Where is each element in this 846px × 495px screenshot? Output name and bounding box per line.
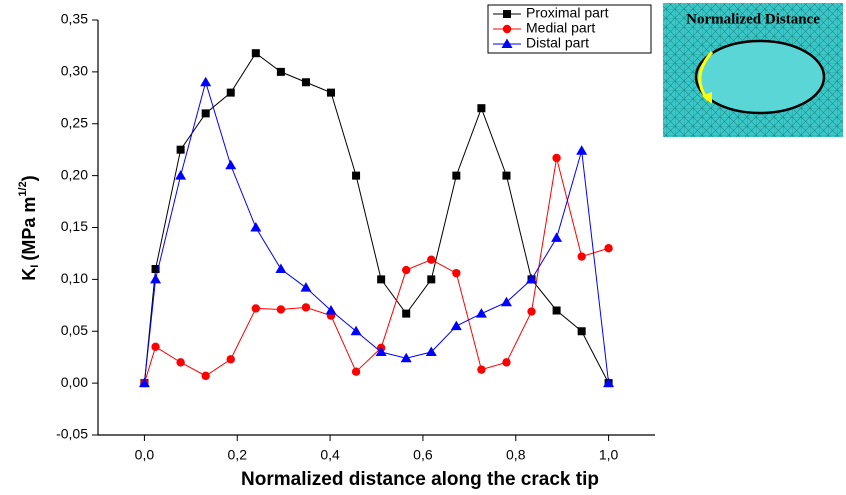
x-tick-label: 0,6 bbox=[413, 447, 433, 463]
series-line bbox=[144, 82, 608, 383]
marker bbox=[352, 172, 360, 180]
y-tick-label: 0,00 bbox=[61, 374, 88, 390]
y-tick-label: 0,20 bbox=[61, 166, 88, 182]
marker bbox=[327, 89, 335, 97]
x-tick-label: 0,8 bbox=[506, 447, 526, 463]
marker bbox=[277, 68, 285, 76]
marker bbox=[576, 145, 587, 155]
marker bbox=[176, 358, 184, 366]
marker bbox=[177, 146, 185, 154]
legend-label: Proximal part bbox=[526, 5, 609, 21]
marker bbox=[202, 109, 210, 117]
marker bbox=[503, 10, 511, 18]
marker bbox=[175, 170, 186, 180]
marker bbox=[427, 275, 435, 283]
series-line bbox=[144, 158, 608, 383]
marker bbox=[552, 154, 560, 162]
chart: Normalized Distance Normalized distance … bbox=[0, 0, 846, 495]
marker bbox=[150, 274, 161, 284]
marker bbox=[477, 104, 485, 112]
x-axis-label: Normalized distance along the crack tip bbox=[241, 469, 599, 490]
x-tick-label: 1,0 bbox=[599, 447, 619, 463]
marker bbox=[452, 269, 460, 277]
marker bbox=[352, 368, 360, 376]
x-tick-label: 0,0 bbox=[135, 447, 155, 463]
marker bbox=[502, 172, 510, 180]
x-tick-label: 0,4 bbox=[320, 447, 340, 463]
y-tick-label: 0,30 bbox=[61, 63, 88, 79]
marker bbox=[527, 307, 535, 315]
marker bbox=[302, 303, 310, 311]
series-line bbox=[144, 53, 608, 383]
inset-image: Normalized Distance bbox=[663, 3, 843, 137]
y-label-sub: I bbox=[29, 265, 41, 268]
y-tick-label: 0,15 bbox=[61, 218, 88, 234]
marker bbox=[402, 266, 410, 274]
marker bbox=[277, 305, 285, 313]
inset-label: Normalized Distance bbox=[686, 11, 820, 27]
marker bbox=[402, 310, 410, 318]
marker bbox=[201, 372, 209, 380]
marker bbox=[151, 343, 159, 351]
marker bbox=[377, 275, 385, 283]
marker bbox=[503, 25, 511, 33]
y-tick-label: 0,10 bbox=[61, 270, 88, 286]
legend-label: Distal part bbox=[526, 35, 589, 51]
y-label-sup: 1/2 bbox=[17, 181, 29, 196]
marker bbox=[553, 307, 561, 315]
y-axis-label: KI (MPa m1/2) bbox=[17, 175, 41, 280]
marker bbox=[578, 327, 586, 335]
marker bbox=[227, 89, 235, 97]
marker bbox=[302, 78, 310, 86]
marker bbox=[250, 222, 261, 232]
marker bbox=[551, 232, 562, 242]
marker bbox=[476, 308, 487, 318]
y-tick-label: -0,05 bbox=[56, 426, 88, 442]
y-label-close: ) bbox=[19, 175, 39, 181]
marker bbox=[200, 77, 211, 87]
y-tick-label: 0,05 bbox=[61, 322, 88, 338]
marker bbox=[427, 255, 435, 263]
marker bbox=[252, 304, 260, 312]
y-tick-label: 0,25 bbox=[61, 114, 88, 130]
y-label-unit: (MPa m bbox=[19, 197, 39, 261]
marker bbox=[477, 365, 485, 373]
x-tick-label: 0,2 bbox=[228, 447, 248, 463]
legend-label: Medial part bbox=[526, 20, 595, 36]
marker bbox=[275, 264, 286, 274]
marker bbox=[225, 160, 236, 170]
marker bbox=[351, 326, 362, 336]
y-label-main: K bbox=[19, 268, 39, 281]
marker bbox=[451, 321, 462, 331]
marker bbox=[227, 355, 235, 363]
y-tick-label: 0,35 bbox=[61, 11, 88, 27]
marker bbox=[252, 49, 260, 57]
marker bbox=[452, 172, 460, 180]
marker bbox=[502, 358, 510, 366]
marker bbox=[577, 252, 585, 260]
marker bbox=[300, 282, 311, 292]
marker bbox=[604, 244, 612, 252]
